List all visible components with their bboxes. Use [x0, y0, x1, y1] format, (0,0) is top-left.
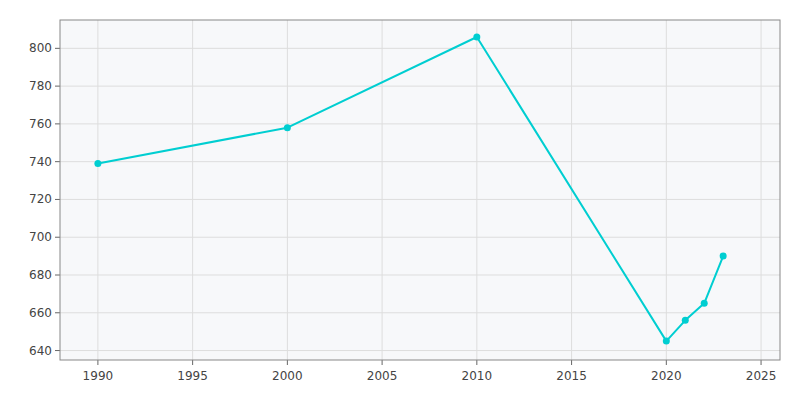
x-tick-label: 1995 — [177, 369, 208, 383]
x-grid-line — [476, 20, 477, 360]
y-grid-line — [60, 275, 780, 276]
x-grid-line — [97, 20, 98, 360]
y-tick — [55, 86, 60, 87]
axes: 1990 1995 2000 2005 2010 2015 2020 2025 640 660 68… — [29, 20, 780, 383]
x-tick — [761, 360, 762, 365]
x-tick-label: 2000 — [272, 369, 303, 383]
point-marker — [473, 34, 480, 41]
x-tick-label: 2020 — [651, 369, 682, 383]
y-grid-line — [60, 199, 780, 200]
y-tick-label: 660 — [29, 306, 52, 320]
x-grid-line — [287, 20, 288, 360]
x-tick — [287, 360, 288, 365]
y-grid-line — [60, 123, 780, 124]
y-grid-line — [60, 312, 780, 313]
series-group — [94, 34, 726, 345]
y-tick-label: 680 — [29, 268, 52, 282]
y-tick-label: 720 — [29, 192, 52, 206]
x-grid-line — [192, 20, 193, 360]
x-tick — [571, 360, 572, 365]
y-tick — [55, 237, 60, 238]
x-tick-label: 1990 — [83, 369, 114, 383]
y-tick-label: 740 — [29, 155, 52, 169]
y-tick-label: 800 — [29, 41, 52, 55]
point-marker — [720, 253, 727, 260]
x-tick — [97, 360, 98, 365]
y-tick — [55, 123, 60, 124]
point-marker — [663, 338, 670, 345]
y-tick — [55, 275, 60, 276]
y-tick-label: 780 — [29, 79, 52, 93]
y-tick-label: 640 — [29, 344, 52, 358]
x-tick-label: 2005 — [367, 369, 398, 383]
x-tick — [476, 360, 477, 365]
grid — [60, 20, 780, 360]
y-grid-line — [60, 237, 780, 238]
page: {"chart_data": {"type": "line", "x": [19… — [0, 0, 800, 400]
x-tick — [382, 360, 383, 365]
plot-frame — [60, 20, 780, 360]
point-marker — [682, 317, 689, 324]
point-marker — [284, 124, 291, 131]
y-tick — [55, 199, 60, 200]
y-grid-line — [60, 350, 780, 351]
point-marker — [94, 160, 101, 167]
y-grid-line — [60, 161, 780, 162]
x-grid-line — [666, 20, 667, 360]
x-tick-label: 2015 — [556, 369, 587, 383]
chart-container: 1990 1995 2000 2005 2010 2015 2020 2025 640 660 68… — [0, 0, 800, 400]
x-grid-line — [382, 20, 383, 360]
y-tick — [55, 48, 60, 49]
y-tick — [55, 312, 60, 313]
x-grid-line — [761, 20, 762, 360]
chart-svg: 1990 1995 2000 2005 2010 2015 2020 2025 640 660 68… — [0, 0, 800, 400]
y-grid-line — [60, 86, 780, 87]
plot-area — [60, 20, 780, 360]
y-tick — [55, 161, 60, 162]
x-tick-label: 2025 — [746, 369, 777, 383]
point-marker — [701, 300, 708, 307]
y-grid-line — [60, 48, 780, 49]
y-tick-label: 760 — [29, 117, 52, 131]
y-tick-label: 700 — [29, 230, 52, 244]
x-tick-label: 2010 — [462, 369, 493, 383]
x-tick — [666, 360, 667, 365]
y-tick — [55, 350, 60, 351]
line — [98, 37, 723, 341]
x-tick — [192, 360, 193, 365]
